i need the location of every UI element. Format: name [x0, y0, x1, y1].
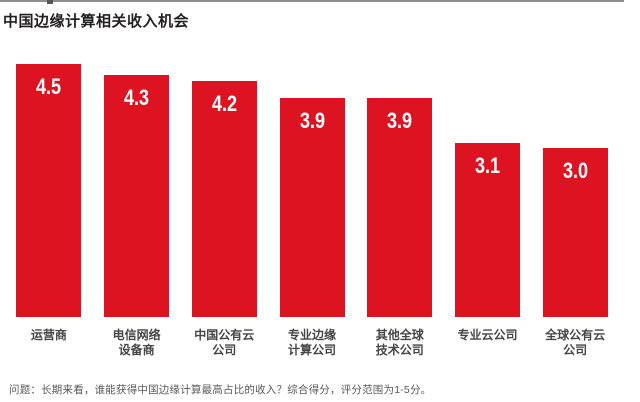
bar: 3.9: [279, 98, 345, 317]
bar-value-label: 3.9: [299, 108, 325, 133]
category-label: 专业边缘 计算公司: [288, 328, 337, 357]
category-label: 其他全球 技术公司: [375, 328, 424, 357]
bar-column: 3.9: [356, 98, 444, 317]
bar-value-label: 3.0: [562, 158, 588, 183]
category-label: 专业云公司: [457, 328, 518, 342]
bar-value-label: 4.3: [124, 85, 150, 110]
top-rule-tick: [47, 0, 53, 4]
bar-column: 4.5: [5, 64, 93, 317]
category-label: 全球公有云 公司: [545, 328, 606, 357]
bar-value-label: 4.5: [36, 74, 62, 99]
bar-column: 4.3: [93, 75, 181, 317]
bar-column: 4.2: [180, 81, 268, 317]
chart-footnote: 问题：长期来看，谁能获得中国边缘计算最高占比的收入？综合得分，评分范围为1-5分…: [9, 384, 432, 396]
category-label: 中国公有云 公司: [194, 328, 255, 357]
bar: 3.1: [454, 143, 520, 317]
bar-value-label: 3.9: [387, 108, 413, 133]
bar-value-label: 3.1: [474, 153, 500, 178]
top-rule-divider: [0, 0, 624, 2]
bar: 4.2: [191, 81, 257, 317]
bar-column: 3.9: [268, 98, 356, 317]
category-label: 电信网络 设备商: [112, 328, 161, 357]
bar: 4.3: [104, 75, 170, 317]
category-label: 运营商: [30, 328, 67, 342]
bar-column: 3.0: [531, 148, 619, 317]
bar: 3.9: [367, 98, 433, 317]
bar: 3.0: [542, 148, 608, 317]
bar-column: 3.1: [444, 143, 532, 317]
bar: 4.5: [16, 64, 82, 317]
bar-value-label: 4.2: [211, 91, 237, 116]
bar-chart: 4.5 4.3 4.2 3.9 3.9 3.1 3.0: [5, 57, 619, 317]
chart-title: 中国边缘计算相关收入机会: [3, 13, 190, 30]
category-labels-row: 运营商 电信网络 设备商 中国公有云 公司 专业边缘 计算公司 其他全球 技术公司 专业云…: [5, 328, 619, 358]
